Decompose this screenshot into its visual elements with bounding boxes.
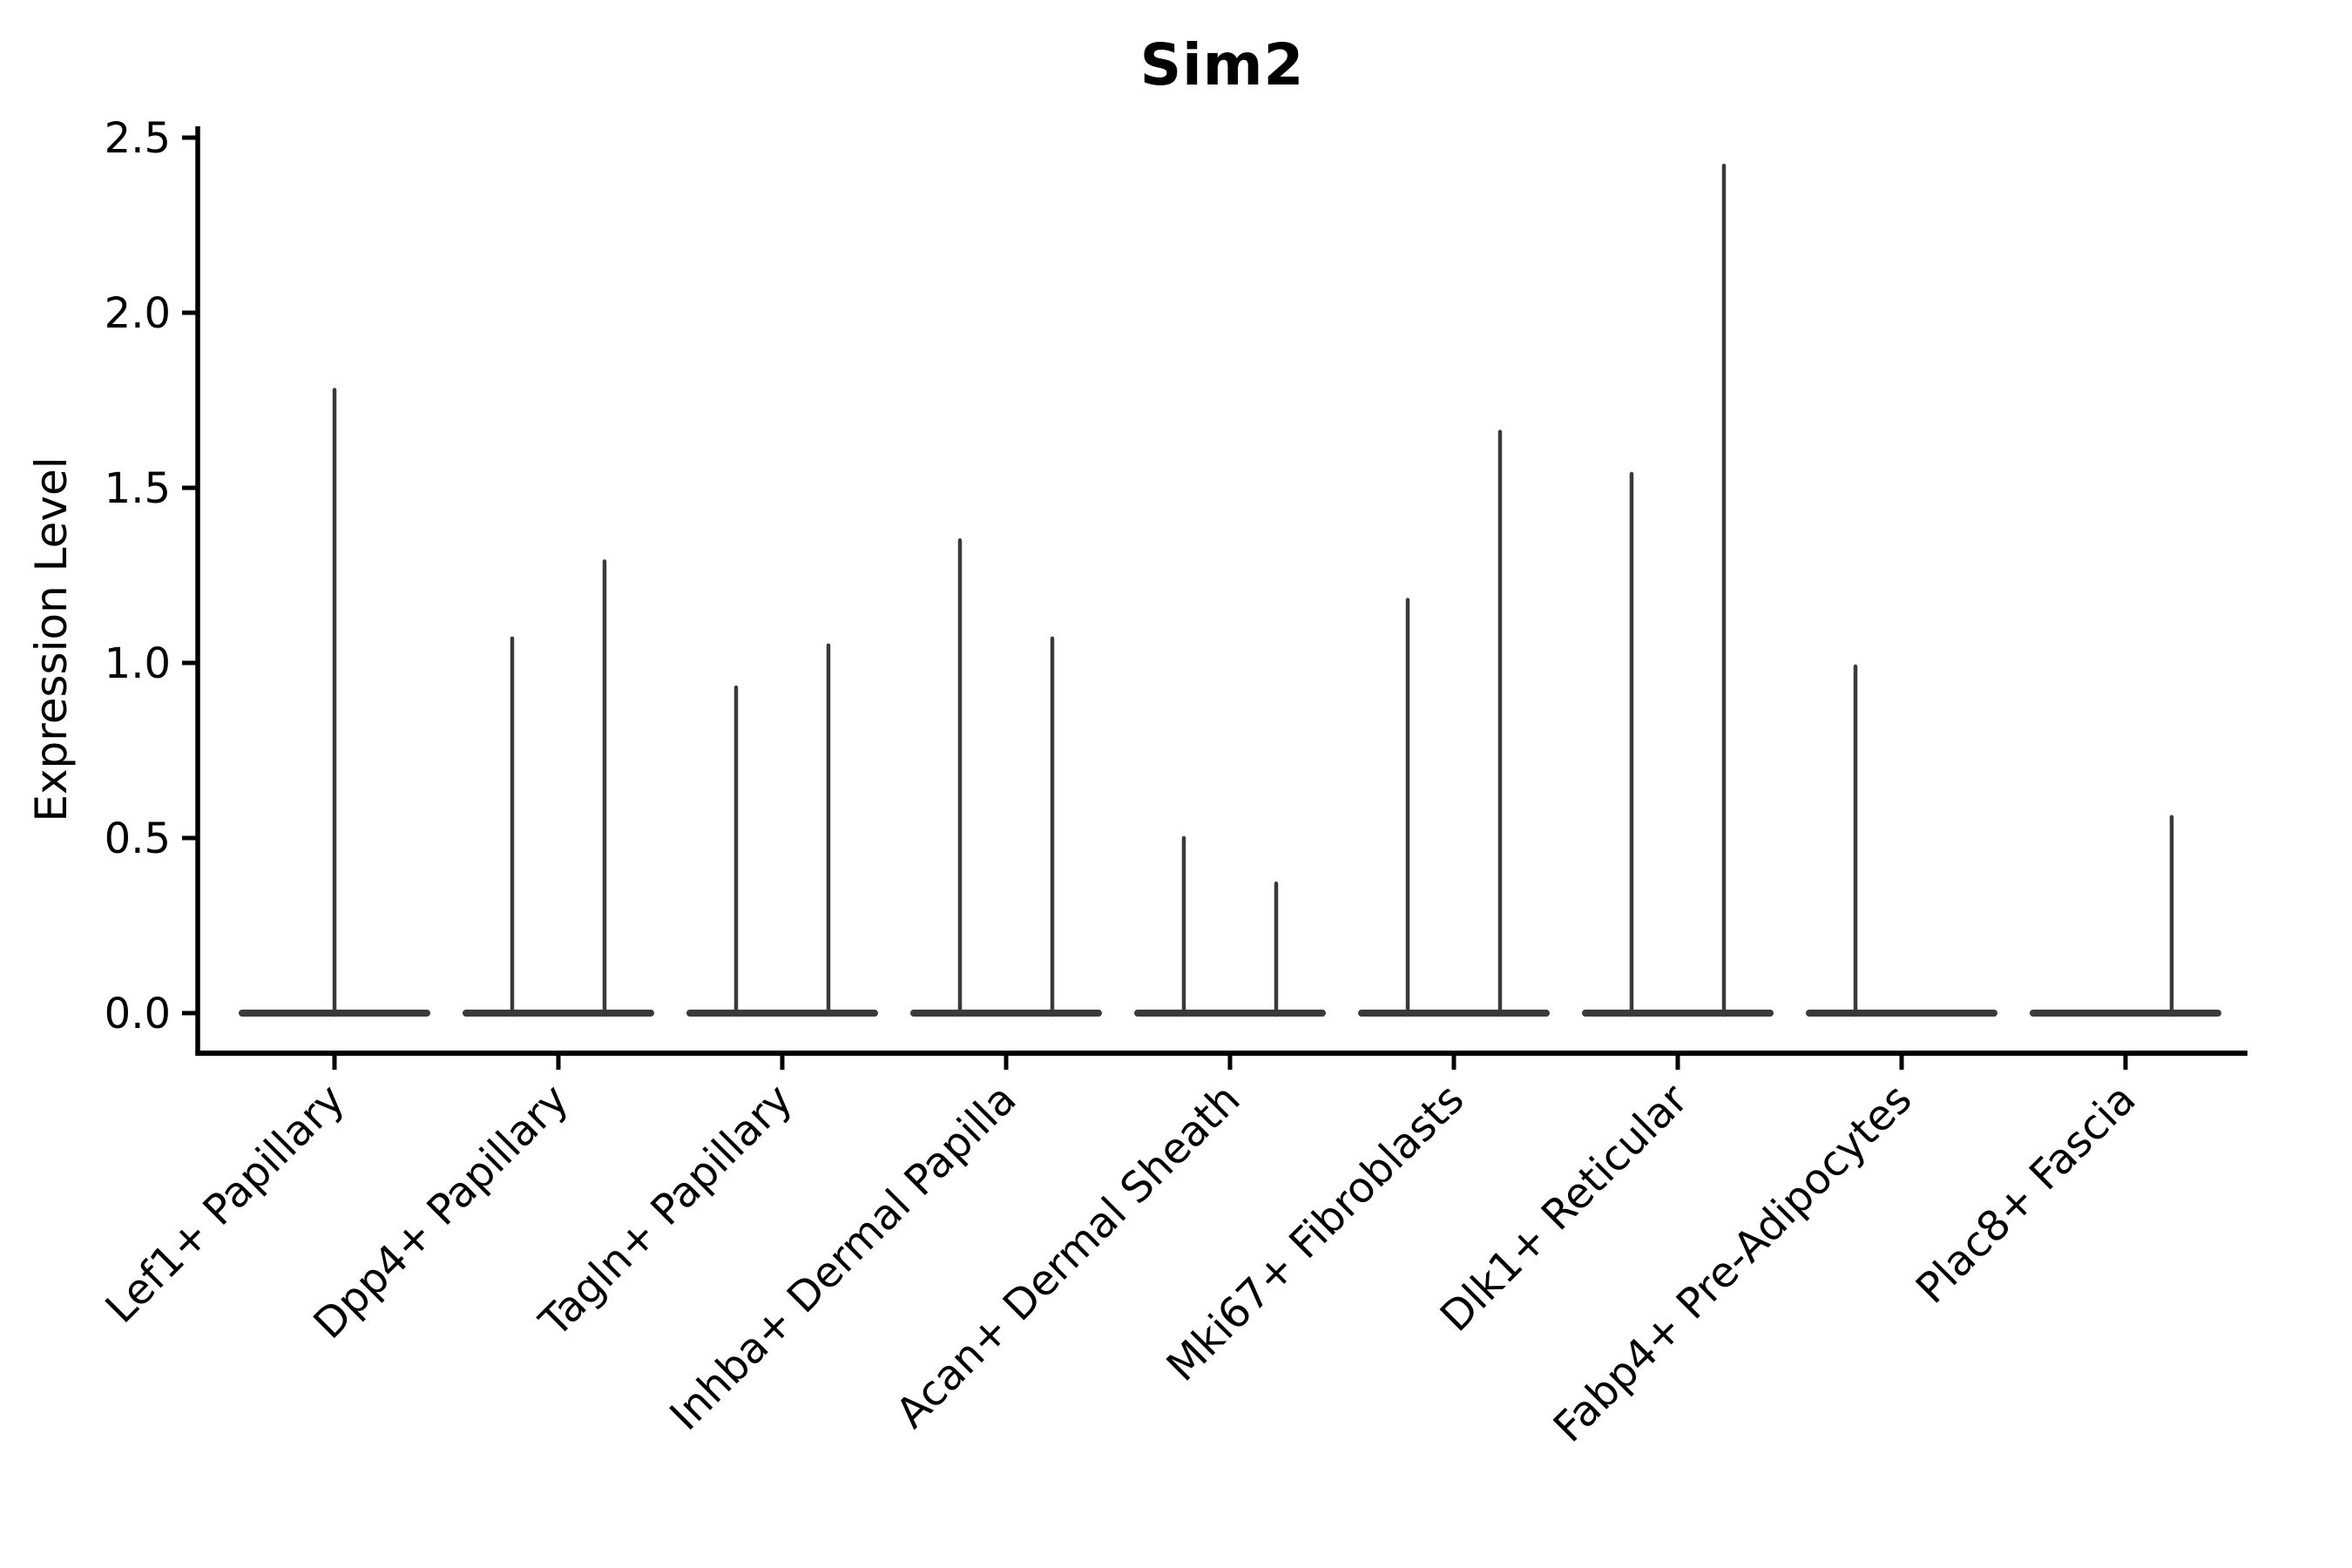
violin-3 [686, 643, 878, 1017]
y-tick-label: 2.0 [105, 289, 171, 338]
violin-8 [1806, 664, 1997, 1017]
violin-6 [1358, 429, 1550, 1017]
x-tick-label: Plac8+ Fascia [1907, 1075, 2146, 1314]
y-tick-label: 1.5 [105, 464, 171, 513]
x-tick-label: Lef1+ Papillary [97, 1075, 355, 1333]
x-tick-label: Dlk1+ Reticular [1431, 1075, 1698, 1342]
chart-title: Sim2 [1139, 31, 1305, 98]
violin-7 [1582, 163, 1774, 1017]
x-tick-label: Fabp4+ Pre-Adipocytes [1544, 1075, 1922, 1452]
violin-4 [910, 538, 1102, 1017]
violin-2 [463, 559, 654, 1017]
y-tick-label: 0.0 [105, 990, 171, 1038]
y-tick-label: 1.0 [105, 639, 171, 688]
violin-1 [239, 388, 430, 1017]
y-axis-title: Expression Level [26, 456, 96, 821]
y-axis-title-text: Expression Level [26, 456, 77, 822]
violin-9 [2030, 814, 2221, 1017]
y-tick-label: 0.5 [105, 814, 171, 863]
violin-5 [1134, 835, 1326, 1017]
y-tick-label: 2.5 [105, 114, 171, 163]
